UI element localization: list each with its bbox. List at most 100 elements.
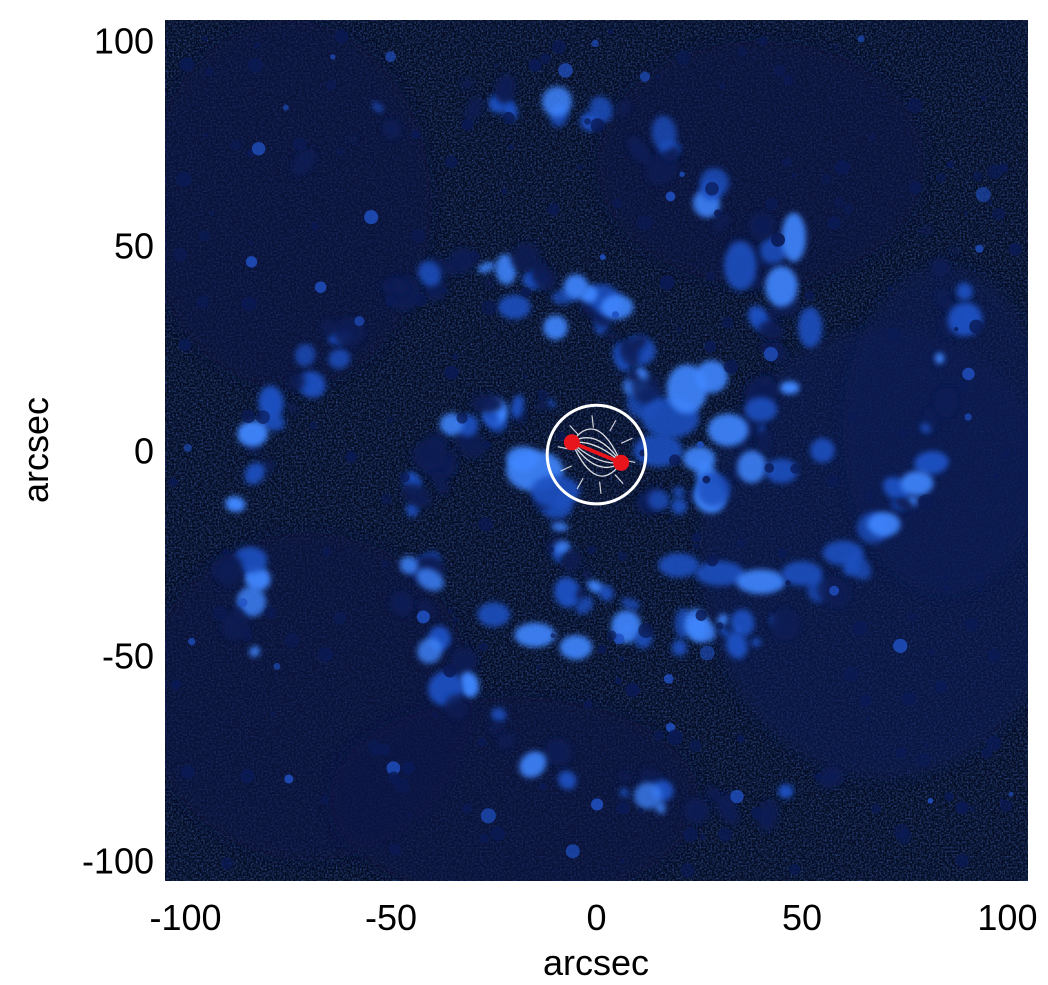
faint-speck bbox=[334, 29, 349, 44]
faint-speck bbox=[247, 57, 263, 73]
faint-speck bbox=[978, 587, 983, 593]
field-stroke bbox=[598, 481, 602, 494]
faint-speck bbox=[444, 365, 459, 380]
field-stroke bbox=[569, 425, 579, 436]
plasma-blob bbox=[459, 671, 480, 698]
faint-speck bbox=[452, 353, 459, 360]
faint-speck bbox=[501, 188, 508, 195]
faint-speck bbox=[916, 753, 931, 768]
plasma-blob bbox=[606, 332, 617, 341]
bright-feature bbox=[530, 475, 581, 508]
plasma-blob bbox=[402, 483, 432, 508]
plasma-blob bbox=[484, 277, 494, 288]
faint-speck bbox=[528, 58, 542, 72]
plasma-blob bbox=[636, 366, 648, 380]
plasma-features bbox=[165, 20, 1028, 881]
field-stroke bbox=[620, 437, 633, 444]
faint-speck bbox=[963, 210, 969, 216]
y-tick-label: -50 bbox=[102, 636, 154, 677]
faint-speck bbox=[852, 620, 868, 636]
faint-speck bbox=[928, 648, 936, 656]
faint-speck bbox=[696, 441, 704, 449]
faint-speck bbox=[1000, 799, 1013, 813]
plasma-blob bbox=[583, 568, 591, 583]
x-tick-label: 100 bbox=[977, 897, 1037, 938]
faint-speck bbox=[896, 829, 912, 845]
faint-speck bbox=[723, 359, 739, 374]
bright-feature bbox=[563, 274, 589, 299]
plasma-blob bbox=[286, 403, 299, 415]
faint-speck bbox=[842, 203, 854, 215]
y-axis-label: arcsec bbox=[15, 397, 56, 503]
faint-speck bbox=[957, 379, 969, 392]
bright-feature bbox=[781, 212, 807, 262]
plasma-blob bbox=[686, 616, 716, 643]
faint-speck bbox=[935, 172, 946, 183]
faint-speck bbox=[251, 142, 266, 156]
faint-speck bbox=[478, 642, 488, 652]
faint-speck bbox=[667, 729, 683, 745]
faint-speck bbox=[699, 645, 715, 661]
faint-speck bbox=[284, 632, 300, 648]
bright-feature bbox=[506, 446, 539, 472]
x-tick-label: -100 bbox=[150, 897, 222, 938]
bright-feature bbox=[810, 438, 835, 463]
faint-speck bbox=[617, 551, 628, 561]
faint-speck bbox=[480, 808, 496, 824]
faint-speck bbox=[176, 171, 192, 187]
faint-speck bbox=[384, 295, 396, 307]
faint-speck bbox=[441, 288, 447, 293]
plasma-blob bbox=[460, 78, 474, 90]
faint-speck bbox=[587, 545, 596, 555]
faint-speck bbox=[843, 666, 859, 682]
faint-speck bbox=[834, 160, 850, 176]
faint-speck bbox=[718, 83, 726, 90]
faint-speck bbox=[757, 36, 768, 46]
y-tick-label: -100 bbox=[82, 841, 154, 882]
faint-speck bbox=[789, 863, 801, 876]
plasma-blob bbox=[233, 546, 268, 573]
bright-feature bbox=[497, 294, 531, 320]
faint-speck bbox=[212, 605, 228, 621]
faint-speck bbox=[785, 580, 791, 586]
faint-speck bbox=[222, 548, 231, 557]
faint-speck bbox=[354, 316, 365, 327]
faint-speck bbox=[550, 633, 556, 638]
faint-speck bbox=[872, 60, 877, 65]
faint-speck bbox=[443, 663, 457, 678]
faint-speck bbox=[432, 712, 438, 718]
faint-speck bbox=[173, 247, 188, 262]
faint-speck bbox=[963, 617, 979, 632]
faint-speck bbox=[637, 807, 644, 814]
plasma-blob bbox=[914, 451, 949, 475]
plasma-blob bbox=[417, 260, 442, 287]
faint-speck bbox=[942, 574, 949, 581]
faint-speck bbox=[576, 164, 584, 171]
faint-speck bbox=[962, 367, 975, 381]
faint-speck bbox=[478, 516, 493, 532]
faint-speck bbox=[771, 232, 785, 247]
faint-speck bbox=[502, 111, 515, 125]
y-tick-label: 100 bbox=[94, 21, 154, 62]
plasma-blob bbox=[558, 770, 577, 790]
plasma-blob bbox=[575, 589, 587, 600]
plasma-blob bbox=[651, 115, 677, 152]
plasma-blob bbox=[298, 371, 326, 399]
faint-speck bbox=[665, 191, 676, 202]
faint-speck bbox=[946, 161, 954, 169]
field-stroke bbox=[560, 465, 573, 472]
faint-speck bbox=[992, 207, 1006, 221]
plasma-blob bbox=[895, 498, 914, 511]
plasma-blob bbox=[633, 782, 662, 810]
faint-speck bbox=[790, 463, 801, 474]
faint-speck bbox=[238, 598, 248, 608]
plasma-blob bbox=[716, 795, 739, 825]
faint-speck bbox=[987, 164, 1003, 180]
faint-speck bbox=[209, 210, 216, 216]
faint-speck bbox=[764, 463, 775, 473]
plasma-blob bbox=[320, 318, 337, 336]
plasma-blob bbox=[671, 639, 688, 657]
faint-speck bbox=[310, 222, 319, 231]
faint-speck bbox=[552, 40, 567, 55]
